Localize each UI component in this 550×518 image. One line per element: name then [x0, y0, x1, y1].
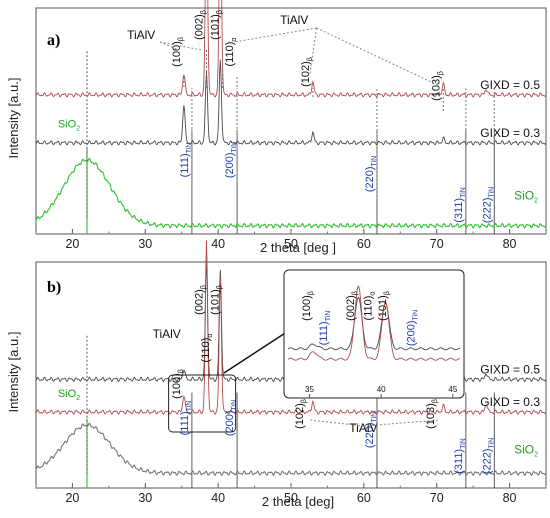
peak-label: (222)TiN — [481, 438, 495, 474]
phase-leader — [316, 27, 440, 87]
x-tick-label: 50 — [284, 237, 298, 251]
sio2-curve-label: SiO2 — [58, 388, 80, 402]
peak-label: (220)TiN — [364, 412, 378, 448]
sio2-series-label: SiO2 — [514, 442, 538, 458]
peak-label: (101)β — [210, 285, 224, 315]
panel-b-ylabel: Intensity [a.u.] — [6, 332, 21, 413]
x-tick-label: 20 — [65, 491, 79, 505]
x-tick-label: 70 — [430, 491, 444, 505]
peak-label: (110)α — [200, 334, 214, 363]
series-label-0: GIXD = 0.5 — [480, 78, 540, 92]
peak-label: (200)TiN — [224, 142, 238, 178]
peak-label: (002)β — [193, 285, 207, 315]
peak-label: (220)TiN — [364, 156, 378, 192]
x-tick-label: 80 — [503, 237, 517, 251]
peak-label: (311)TiN — [453, 187, 467, 223]
peak-label: (111)TiN — [179, 143, 193, 178]
inset-peak-label: (200)TiN — [405, 310, 419, 346]
peak-label: (110)α — [224, 38, 238, 67]
peak-label: (102)β — [294, 399, 308, 429]
x-tick-label: 80 — [503, 491, 517, 505]
inset-series-line-1 — [287, 285, 461, 361]
phase-label-left: TiAlV — [127, 28, 155, 42]
peak-label: (101)β — [210, 10, 224, 40]
x-tick-label: 60 — [357, 237, 371, 251]
panel-a-tag: a) — [47, 32, 60, 49]
panel-b-tag: b) — [47, 279, 61, 296]
x-tick-label: 70 — [430, 237, 444, 251]
inset-peak-label: (002)β — [345, 291, 359, 321]
x-tick-label: 60 — [357, 491, 371, 505]
inset-x-tick-label: 40 — [377, 385, 386, 394]
sio2-curve-label: SiO2 — [58, 119, 80, 133]
panel-b-plot: 20 30 40 50 60 70 80 GIXD = 0.5 GIXD = 0.3 SiO2 Si… — [35, 240, 547, 505]
series-label-0: GIXD = 0.5 — [480, 362, 540, 376]
inset-frame — [283, 269, 465, 399]
phase-label-left: TiAlV — [153, 327, 181, 341]
x-tick-label: 30 — [138, 491, 152, 505]
peak-label: (200)TiN — [224, 400, 238, 436]
phase-leader — [159, 41, 179, 51]
series-line-1 — [35, 59, 547, 146]
phase-leader — [159, 41, 203, 51]
peak-label: (222)TiN — [481, 187, 495, 223]
panel-b-xlabel: 2 theta [deg] — [262, 494, 334, 509]
series-label-1: GIXD = 0.3 — [480, 395, 540, 409]
inset-peak-label: (110)α — [362, 292, 376, 321]
peak-label: (311)TiN — [453, 438, 467, 474]
phase-label-right: TiAlV — [280, 13, 308, 27]
phase-leader — [363, 419, 440, 427]
x-tick-label: 50 — [284, 491, 298, 505]
inset-x-tick-label: 45 — [448, 385, 457, 394]
peak-label: (103)β — [425, 399, 439, 429]
phase-label-right: TiAlV — [349, 421, 377, 435]
x-tick-label: 30 — [138, 237, 152, 251]
phase-leader — [309, 419, 364, 427]
peak-label: (002)β — [193, 10, 207, 40]
peak-label: (103)β — [430, 71, 444, 101]
peak-label: (100)β — [171, 369, 185, 399]
series-line-2 — [35, 422, 547, 477]
inset-series-line-0 — [287, 296, 461, 351]
series-line-1 — [35, 240, 547, 415]
panel-a-ylabel: Intensity [a.u.] — [6, 78, 21, 159]
series-line-0 — [35, 0, 547, 98]
panel-a-frame — [35, 7, 547, 235]
sio2-series-label: SiO2 — [514, 188, 538, 204]
peak-label: (111)TiN — [179, 401, 193, 436]
series-line-2 — [35, 157, 547, 229]
series-label-1: GIXD = 0.3 — [480, 126, 540, 140]
peak-label: (102)β — [300, 57, 314, 87]
inset-x-tick-label: 35 — [305, 385, 314, 394]
x-tick-label: 40 — [211, 237, 225, 251]
panel-a-plot: 20 30 40 50 60 70 80 GIXD = 0.5 GIXD = 0.3 SiO2 Si… — [35, 0, 547, 251]
zoom-box — [168, 374, 237, 433]
phase-leader — [234, 27, 317, 43]
panel-a-xlabel: 2 theta [deg ] — [260, 240, 336, 255]
peak-label: (100)β — [171, 37, 185, 67]
inset-peak-label: (100)β — [301, 291, 315, 321]
inset-peak-label: (111)TiN — [318, 311, 332, 346]
inset-peak-label: (101)β — [377, 291, 391, 321]
x-tick-label: 40 — [211, 491, 225, 505]
x-tick-label: 20 — [65, 237, 79, 251]
